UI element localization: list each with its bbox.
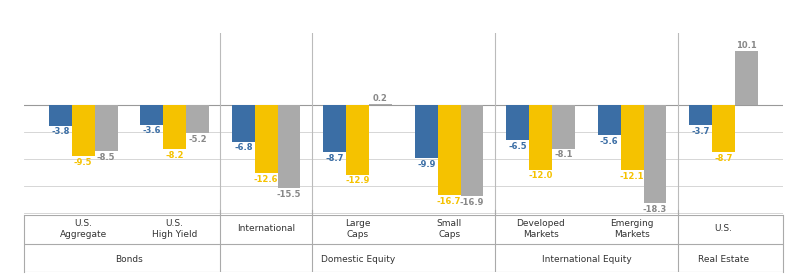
Text: -12.6: -12.6 (254, 175, 278, 183)
Text: -8.7: -8.7 (714, 154, 732, 163)
Text: -3.6: -3.6 (142, 126, 161, 135)
Bar (163, 105, 186, 149)
Text: -6.8: -6.8 (234, 144, 252, 152)
Bar (369, 104, 392, 105)
Bar (460, 105, 483, 196)
Text: -8.2: -8.2 (165, 151, 184, 160)
Text: 10.1: 10.1 (736, 41, 757, 50)
Bar (506, 105, 529, 140)
Text: -8.7: -8.7 (326, 154, 344, 163)
Text: -12.0: -12.0 (528, 171, 553, 180)
Text: -12.9: -12.9 (346, 176, 370, 185)
Text: U.S.
Aggregate: U.S. Aggregate (59, 219, 107, 239)
Text: Real Estate: Real Estate (698, 255, 749, 264)
Bar (49, 105, 72, 126)
Bar (414, 105, 437, 158)
Text: -8.5: -8.5 (97, 153, 115, 161)
Text: Small
Caps: Small Caps (437, 219, 462, 239)
Text: -16.7: -16.7 (437, 197, 461, 205)
Text: -5.6: -5.6 (600, 137, 619, 146)
Legend: April, YTD, 1-Year: April, YTD, 1-Year (76, 0, 296, 4)
Text: Large
Caps: Large Caps (345, 219, 370, 239)
Bar (324, 105, 346, 152)
Text: -9.5: -9.5 (74, 158, 93, 167)
Bar (529, 105, 552, 170)
Bar (735, 51, 758, 105)
Text: Developed
Markets: Developed Markets (517, 219, 565, 239)
Text: -16.9: -16.9 (460, 198, 484, 207)
Bar (437, 105, 460, 195)
Text: International Equity: International Equity (542, 255, 631, 264)
Bar (140, 105, 163, 125)
Bar (598, 105, 621, 135)
Bar (278, 105, 301, 188)
Text: Emerging
Markets: Emerging Markets (611, 219, 654, 239)
Text: 0.2: 0.2 (373, 94, 388, 103)
Bar (346, 105, 369, 175)
Bar (232, 105, 255, 142)
Text: -5.2: -5.2 (188, 135, 207, 144)
Text: U.S.
High Yield: U.S. High Yield (152, 219, 198, 239)
Bar (552, 105, 575, 149)
Bar (72, 105, 95, 156)
Text: -15.5: -15.5 (277, 190, 301, 199)
Bar (644, 105, 667, 204)
Text: Domestic Equity: Domestic Equity (320, 255, 395, 264)
Text: International: International (237, 224, 295, 233)
Bar (255, 105, 278, 173)
Text: -9.9: -9.9 (417, 160, 436, 169)
Text: -6.5: -6.5 (509, 142, 527, 151)
Text: -12.1: -12.1 (620, 172, 645, 181)
Bar (621, 105, 644, 170)
Bar (186, 105, 209, 133)
Text: U.S.: U.S. (714, 224, 732, 233)
Text: -3.8: -3.8 (51, 127, 70, 136)
Text: -8.1: -8.1 (554, 150, 573, 160)
Text: -3.7: -3.7 (691, 127, 710, 136)
Bar (712, 105, 735, 152)
Text: -18.3: -18.3 (643, 205, 667, 214)
Text: Bonds: Bonds (115, 255, 143, 264)
Bar (689, 105, 712, 125)
Bar (95, 105, 118, 151)
